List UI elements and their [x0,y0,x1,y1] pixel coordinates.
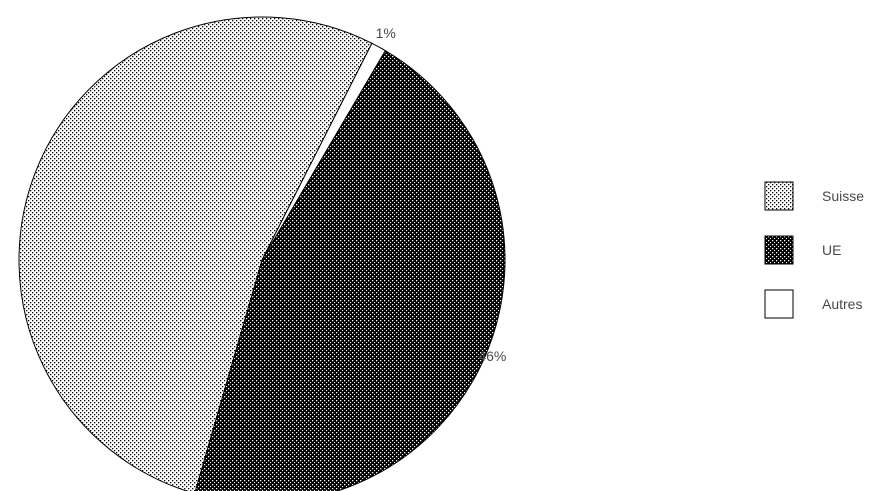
data-label-ue: 46% [478,348,506,364]
pie-slice-autres [261,42,387,261]
pie-slices [18,16,506,491]
data-label-autres: 1% [376,25,396,41]
pie-slice-ue [194,49,506,491]
legend: Suisse UE Autres [764,181,864,319]
legend-swatch-ue [764,235,794,265]
legend-label-autres: Autres [822,296,862,312]
pie-data-labels: 46%53%1% [376,25,507,364]
legend-label-suisse: Suisse [822,188,864,204]
legend-swatch-suisse [764,181,794,211]
legend-swatch-autres [764,289,794,319]
legend-label-ue: UE [822,242,841,258]
pie-slice-suisse [18,16,373,491]
